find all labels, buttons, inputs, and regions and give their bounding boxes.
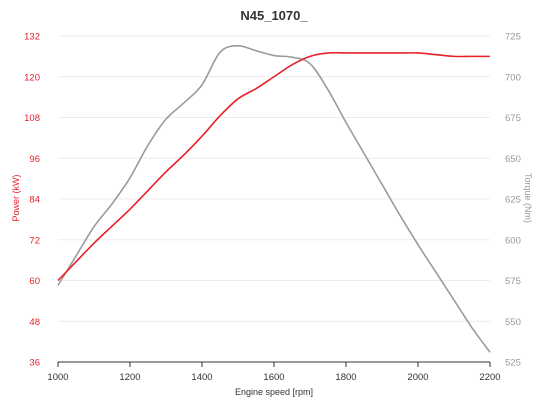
- right-tick-label: 725: [505, 32, 521, 43]
- left-tick-label: 84: [29, 195, 40, 206]
- right-tick-label: 625: [505, 195, 521, 206]
- x-axis-ticks: 1000 1200 1400 1600 1800 2000 2200: [47, 372, 500, 383]
- torque-line: [57, 44, 491, 353]
- right-tick-label: 650: [505, 154, 521, 165]
- left-tick-label: 60: [29, 276, 40, 287]
- left-axis-ticks: 36 48 60 72 84 96 108 120 132: [24, 32, 40, 369]
- left-tick-label: 108: [24, 113, 40, 124]
- right-tick-label: 550: [505, 317, 521, 328]
- left-tick-label: 48: [29, 317, 40, 328]
- x-tick-label: 2200: [479, 372, 500, 383]
- left-tick-label: 132: [24, 32, 40, 43]
- grid-lines: [58, 35, 490, 363]
- x-axis: [57, 361, 491, 367]
- right-tick-label: 575: [505, 276, 521, 287]
- x-tick-label: 1800: [335, 372, 356, 383]
- right-tick-label: 525: [505, 358, 521, 369]
- left-tick-label: 120: [24, 72, 40, 83]
- right-tick-label: 675: [505, 113, 521, 124]
- x-tick-label: 1600: [263, 372, 284, 383]
- right-axis-ticks: 525 550 575 600 625 650 675 700 725: [505, 32, 521, 369]
- x-tick-label: 1400: [191, 372, 212, 383]
- series-lines: [57, 44, 491, 353]
- right-axis-label: Torque (Nm): [523, 173, 533, 223]
- left-axis-label: Power (kW): [11, 174, 21, 221]
- left-tick-label: 36: [29, 358, 40, 369]
- left-tick-label: 72: [29, 235, 40, 246]
- chart-title: N45_1070_: [240, 8, 308, 23]
- x-tick-label: 1000: [47, 372, 68, 383]
- power-line: [57, 51, 490, 282]
- x-tick-label: 1200: [119, 372, 140, 383]
- left-tick-label: 96: [29, 154, 40, 165]
- right-tick-label: 600: [505, 235, 521, 246]
- x-tick-label: 2000: [407, 372, 428, 383]
- right-tick-label: 700: [505, 72, 521, 83]
- x-axis-label: Engine speed [rpm]: [235, 387, 313, 397]
